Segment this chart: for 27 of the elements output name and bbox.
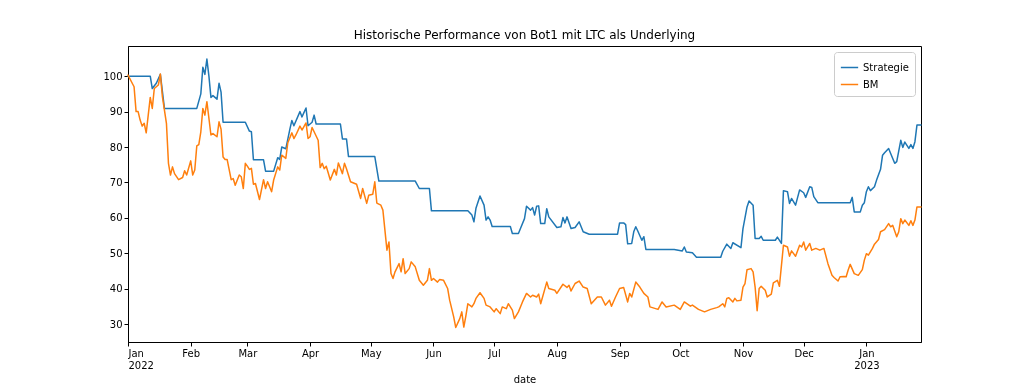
x-tick-label: Apr xyxy=(301,347,321,359)
x-tick-label: Oct xyxy=(672,347,690,359)
y-tick-label: 100 xyxy=(103,70,123,82)
y-tick-label: 40 xyxy=(109,283,123,295)
legend-label: Strategie xyxy=(863,61,909,73)
line-series xyxy=(127,58,922,259)
x-tick-label: Jul xyxy=(487,347,501,359)
x-tick-label: Jan 2022 xyxy=(127,347,154,371)
y-tick-label: 70 xyxy=(109,176,123,188)
y-tick-label: 30 xyxy=(109,318,123,330)
y-tick-label: 50 xyxy=(109,247,123,259)
x-axis-title: date xyxy=(513,373,537,384)
x-tick-label: Jan 2023 xyxy=(854,347,880,371)
x-tick-label: Mar xyxy=(238,347,259,359)
x-tick-label: Dec xyxy=(794,347,814,359)
x-tick-label: Sep xyxy=(610,347,630,359)
x-tick-label: May xyxy=(360,347,382,359)
x-tick-label: Aug xyxy=(547,347,568,359)
legend-label: BM xyxy=(863,78,879,90)
x-tick-label: Jun xyxy=(425,347,442,359)
line-series xyxy=(127,73,922,329)
y-tick-label: 90 xyxy=(109,106,123,118)
x-tick-label: Feb xyxy=(182,347,201,359)
y-tick-label: 60 xyxy=(109,212,123,224)
chart-title: Historische Performance von Bot1 mit LTC als Underlying xyxy=(353,28,696,42)
x-tick-label: Nov xyxy=(733,347,754,359)
y-tick-label: 80 xyxy=(109,141,123,153)
